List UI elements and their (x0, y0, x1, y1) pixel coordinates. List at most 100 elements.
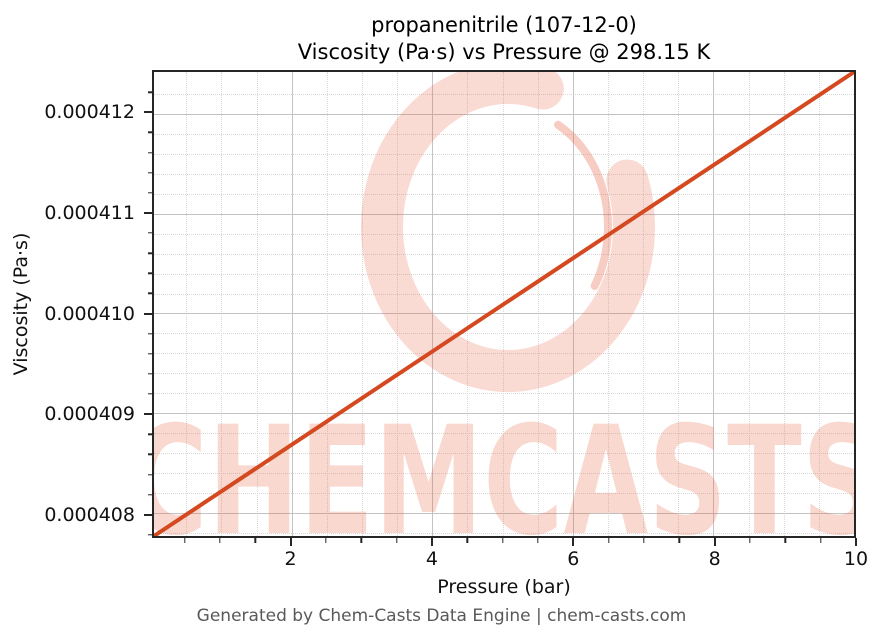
gridline-minor-v (186, 72, 188, 536)
y-minor-tick-mark (147, 252, 152, 254)
gridline-minor-h (154, 293, 854, 295)
gridline-minor-h (154, 193, 854, 195)
gridline-minor-v (256, 72, 258, 536)
x-tick-mark (430, 538, 433, 546)
gridline-minor-v (748, 72, 750, 536)
y-tick-label: 0.000412 (44, 101, 135, 124)
y-tick-mark (144, 211, 152, 214)
y-tick-label: 0.000410 (44, 302, 135, 325)
x-tick-mark (855, 538, 857, 546)
x-minor-tick-mark (749, 538, 751, 543)
y-axis-ticks (143, 70, 152, 538)
x-minor-tick-mark (466, 538, 468, 543)
plot-area: CHEMCASTS (152, 70, 856, 538)
gridline-minor-h (154, 353, 854, 355)
y-minor-tick-mark (147, 151, 152, 154)
gridline-major-v (432, 72, 434, 536)
gridline-minor-v (643, 72, 645, 536)
x-minor-tick-mark (325, 538, 327, 543)
gridline-minor-h (154, 453, 854, 455)
y-minor-tick-mark (147, 232, 152, 234)
y-tick-mark (144, 513, 152, 516)
y-axis-label: Viscosity (Pa·s) (10, 232, 32, 376)
series-line-viscosity-vs-pressure (154, 72, 854, 536)
gridline-minor-h (154, 133, 854, 135)
chart-title: propanenitrile (107-12-0) (371, 13, 637, 37)
y-tick-mark (144, 413, 152, 416)
gridline-minor-v (818, 72, 820, 536)
y-minor-tick-mark (147, 332, 152, 335)
x-axis-label: Pressure (bar) (437, 576, 571, 598)
y-minor-tick-mark (147, 473, 152, 476)
chart-title-block: propanenitrile (107-12-0) Viscosity (Pa·… (152, 12, 856, 66)
y-minor-tick-mark (147, 494, 152, 496)
grid-layer (154, 72, 854, 536)
x-minor-tick-mark (395, 538, 398, 543)
y-minor-tick-mark (147, 91, 152, 93)
gridline-minor-v (362, 72, 364, 536)
x-tick-label: 2 (284, 548, 297, 570)
gridline-minor-h (154, 93, 854, 95)
x-tick-label: 4 (425, 548, 438, 570)
gridline-minor-h (154, 393, 854, 395)
x-minor-tick-mark (254, 538, 256, 543)
x-minor-tick-mark (183, 538, 186, 543)
gridline-minor-h (154, 153, 854, 155)
x-minor-tick-mark (784, 538, 787, 543)
y-minor-tick-mark (147, 272, 152, 274)
x-tick-mark (572, 538, 575, 546)
x-tick-label: 10 (843, 548, 869, 570)
gridline-minor-h (154, 253, 854, 255)
footer-credit: Generated by Chem-Casts Data Engine | ch… (196, 606, 687, 626)
x-minor-tick-mark (501, 538, 504, 543)
chart-subtitle: Viscosity (Pa·s) vs Pressure @ 298.15 K (297, 40, 711, 64)
gridline-minor-v (326, 72, 328, 536)
x-tick-label: 8 (708, 548, 721, 570)
y-minor-tick-mark (147, 373, 152, 375)
gridline-major-h (154, 113, 854, 115)
gridline-minor-h (154, 173, 854, 175)
gridline-minor-v (537, 72, 539, 536)
x-minor-tick-mark (219, 538, 221, 543)
gridline-minor-v (783, 72, 785, 536)
y-tick-labels: 0.000408 0.000409 0.000410 0.000411 0.000412 (0, 70, 139, 538)
gridline-minor-h (154, 493, 854, 495)
y-minor-tick-mark (147, 292, 152, 295)
y-minor-tick-mark (147, 453, 152, 456)
y-minor-tick-mark (147, 433, 152, 436)
gridline-major-v (713, 72, 715, 536)
gridline-major-v (572, 72, 574, 536)
y-minor-tick-mark (147, 171, 152, 174)
gridline-major-h (154, 313, 854, 315)
gridline-minor-v (397, 72, 399, 536)
gridline-major-h (154, 413, 854, 415)
y-tick-mark (144, 312, 152, 315)
gridline-minor-v (678, 72, 680, 536)
y-tick-label: 0.000411 (44, 201, 135, 224)
gridline-minor-h (154, 533, 854, 534)
x-tick-labels: 2 4 6 8 10 (152, 548, 868, 572)
gridline-minor-h (154, 233, 854, 235)
x-tick-mark (713, 538, 716, 546)
y-minor-tick-mark (147, 353, 152, 355)
viscosity-line (154, 72, 854, 536)
y-tick-mark (144, 111, 152, 114)
y-minor-tick-mark (147, 534, 152, 536)
x-minor-tick-mark (607, 538, 610, 543)
y-minor-tick-mark (147, 192, 152, 194)
y-minor-tick-mark (147, 393, 152, 395)
x-axis-ticks (152, 538, 857, 548)
gridline-minor-v (221, 72, 223, 536)
y-tick-label: 0.000408 (44, 503, 135, 526)
x-tick-mark (289, 538, 292, 546)
x-minor-tick-mark (643, 538, 645, 543)
x-tick-label: 6 (567, 548, 580, 570)
gridline-minor-h (154, 273, 854, 275)
gridline-minor-v (467, 72, 469, 536)
gridline-major-h (154, 213, 854, 215)
x-minor-tick-mark (819, 538, 822, 543)
x-minor-tick-mark (678, 538, 680, 543)
gridline-minor-h (154, 333, 854, 335)
gridline-major-v (291, 72, 293, 536)
